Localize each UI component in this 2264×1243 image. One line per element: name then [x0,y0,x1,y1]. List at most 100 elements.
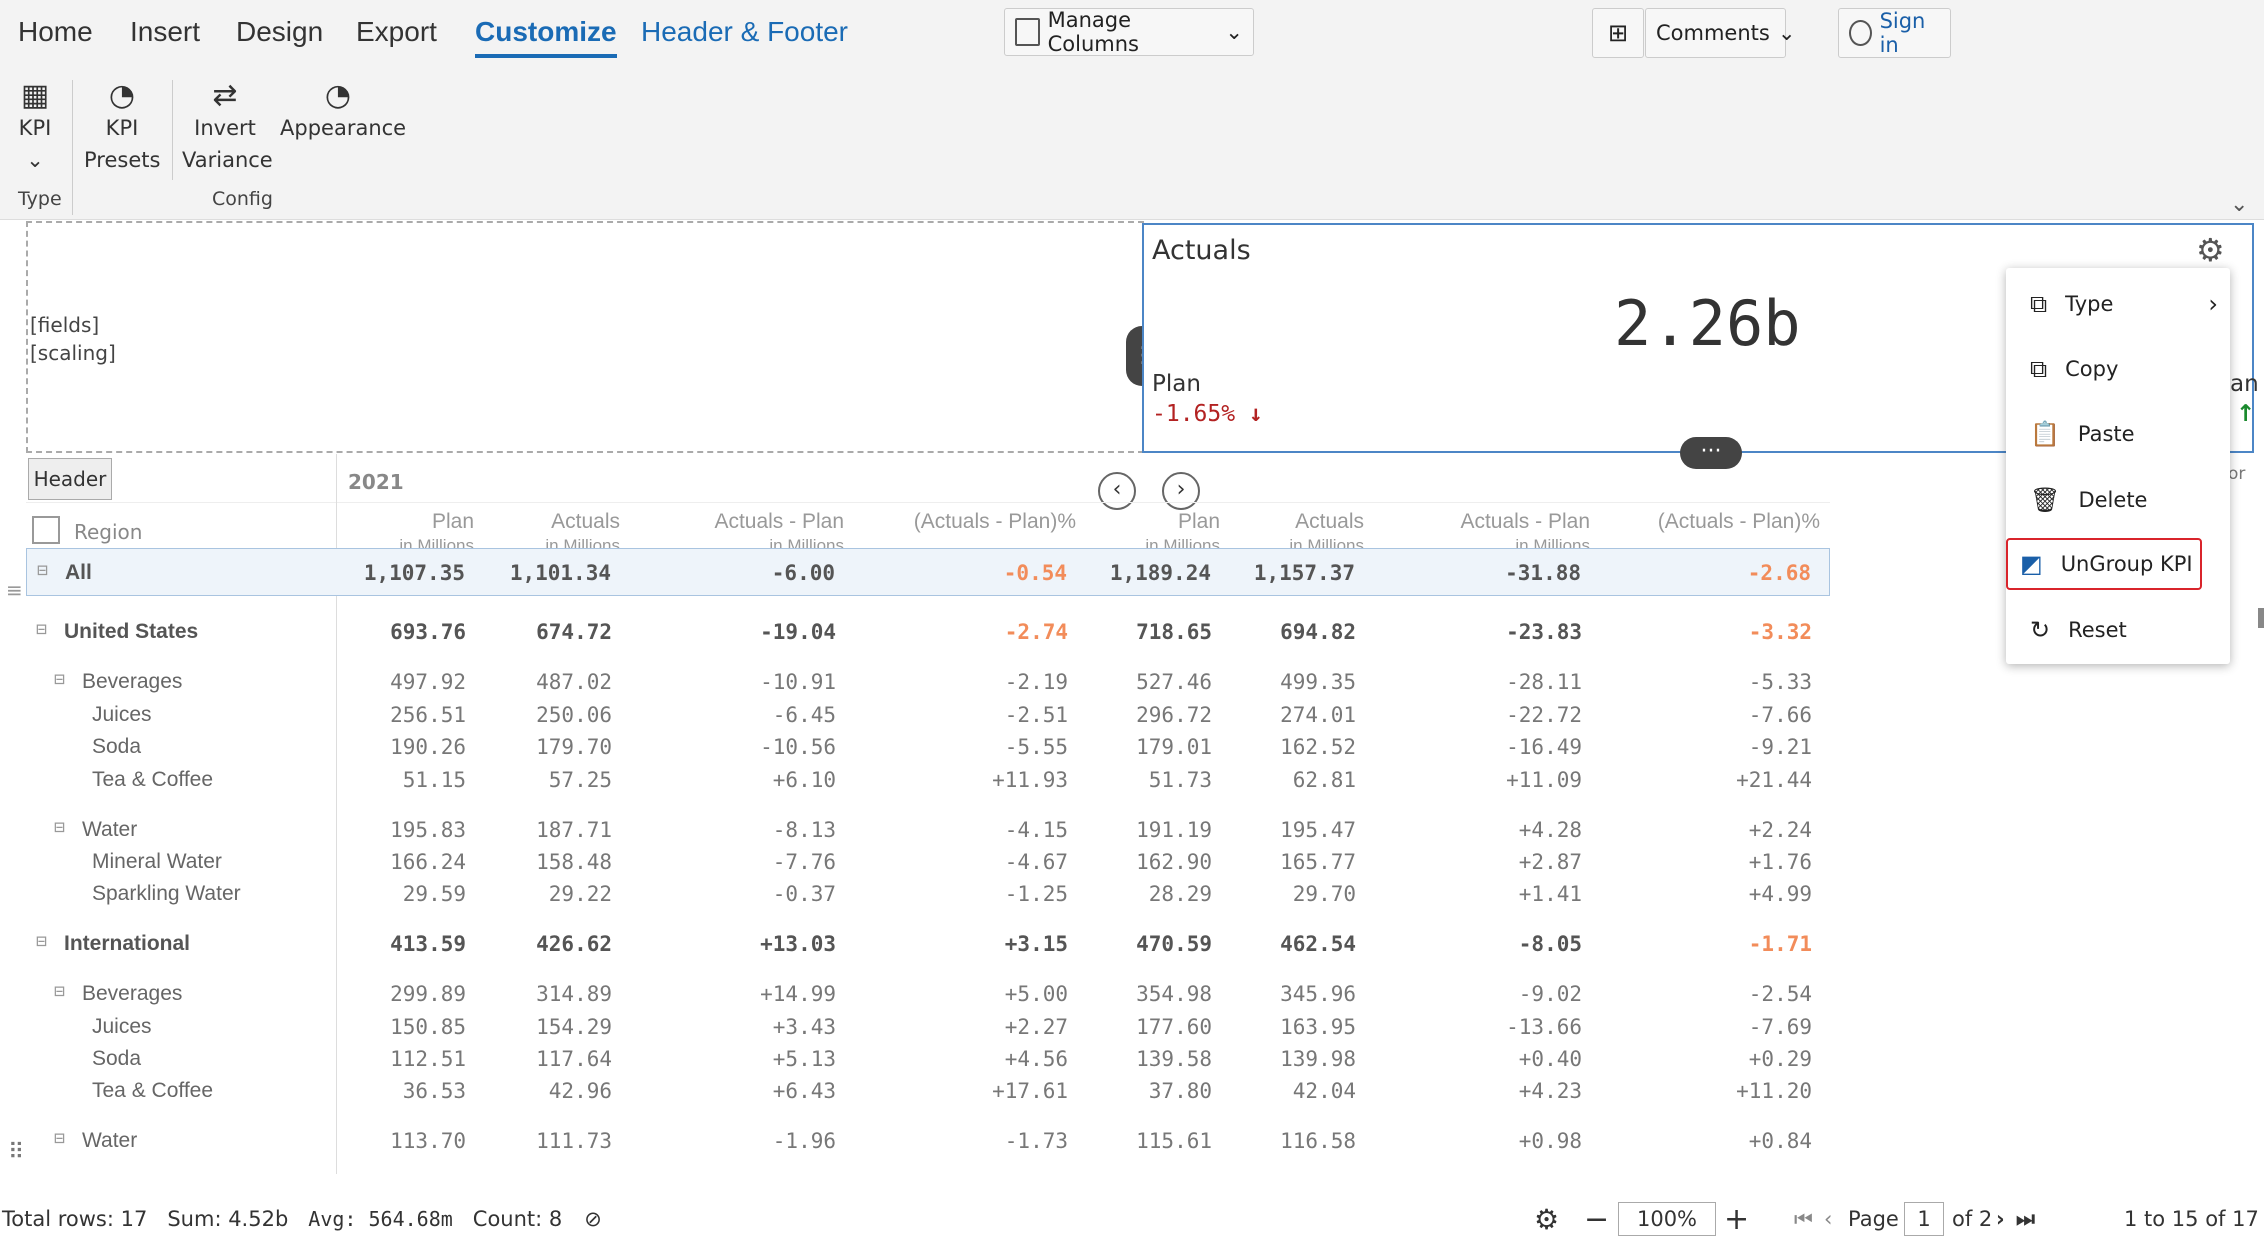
table-cell[interactable]: 154.29 [536,1015,612,1039]
appearance-button[interactable]: ◔ Appearance [280,80,406,144]
table-cell[interactable]: 139.98 [1280,1047,1356,1071]
gear-icon[interactable]: ⚙ [2196,231,2225,269]
checkbox-icon[interactable] [32,516,60,544]
scroll-marker[interactable] [2258,608,2264,628]
table-cell[interactable]: -7.76 [772,850,836,874]
table-cell[interactable]: 42.96 [548,1079,612,1103]
tab-header-footer[interactable]: Header & Footer [641,16,848,47]
table-cell[interactable]: +6.10 [772,768,836,792]
page-input[interactable]: 1 [1904,1202,1944,1236]
table-cell[interactable]: 1,101.34 [509,561,611,585]
table-row[interactable]: ⊟ All 1,107.35 1,101.34 -6.00 -0.54 1,189.24 1,… [26,548,1830,596]
collapse-toggle-icon[interactable]: ⊟ [36,931,47,952]
table-cell[interactable]: +4.23 [1518,1079,1582,1103]
table-row[interactable]: Juices 256.51 250.06 -6.45 -2.51 296.72 274.01… [26,699,1830,731]
kpi-presets-button[interactable]: ◔ KPI Presets [84,80,160,176]
table-cell[interactable]: 190.26 [390,735,466,759]
menu-item-paste[interactable]: 📋 Paste [2018,408,2218,460]
table-cell[interactable]: -22.72 [1506,703,1582,727]
table-cell[interactable]: 179.01 [1136,735,1212,759]
eye-off-icon[interactable]: ⊘ [584,1207,602,1231]
table-row[interactable]: Soda 112.51 117.64 +5.13 +4.56 139.58 139.98 +0… [26,1043,1830,1075]
table-cell[interactable]: 527.46 [1136,670,1212,694]
table-cell[interactable]: +0.98 [1518,1129,1582,1153]
table-cell[interactable]: +0.40 [1518,1047,1582,1071]
table-cell[interactable]: -19.04 [760,620,836,644]
table-cell[interactable]: 694.82 [1280,620,1356,644]
table-cell[interactable]: -6.00 [771,561,835,585]
table-cell[interactable]: -10.56 [760,735,836,759]
table-cell[interactable]: 166.24 [390,850,466,874]
table-cell[interactable]: -9.21 [1748,735,1812,759]
table-cell[interactable]: -1.25 [1004,882,1068,906]
table-cell[interactable]: -8.13 [772,818,836,842]
table-cell[interactable]: +0.84 [1748,1129,1812,1153]
table-row[interactable]: Soda 190.26 179.70 -10.56 -5.55 179.01 162.52 -… [26,731,1830,763]
table-cell[interactable]: +4.28 [1518,818,1582,842]
collapse-toggle-icon[interactable]: ⊟ [54,981,65,1002]
table-cell[interactable]: 36.53 [402,1079,466,1103]
sign-in-button[interactable]: Sign in [1838,8,1951,58]
table-cell[interactable]: +3.43 [772,1015,836,1039]
table-cell[interactable]: 116.58 [1280,1129,1356,1153]
table-cell[interactable]: 62.81 [1292,768,1356,792]
next-page-icon[interactable]: › [1996,1207,2005,1231]
table-cell[interactable]: 497.92 [390,670,466,694]
zoom-input[interactable]: 100% [1618,1202,1716,1236]
table-cell[interactable]: +13.03 [760,932,836,956]
table-cell[interactable]: 37.80 [1148,1079,1212,1103]
table-row[interactable]: Juices 150.85 154.29 +3.43 +2.27 177.60 163.95… [26,1011,1830,1043]
table-cell[interactable]: -28.11 [1506,670,1582,694]
header-button[interactable]: Header [28,458,112,500]
table-cell[interactable]: 274.01 [1280,703,1356,727]
column-header[interactable]: (Actuals - Plan)% [914,510,1076,534]
table-cell[interactable]: -2.19 [1004,670,1068,694]
table-cell[interactable]: 499.35 [1280,670,1356,694]
prev-column-icon[interactable]: ‹ [1098,472,1136,510]
table-row[interactable]: ⊟ Water 195.83 187.71 -8.13 -4.15 191.19 195.47… [26,814,1830,846]
table-cell[interactable]: +5.13 [772,1047,836,1071]
table-cell[interactable]: -3.32 [1748,620,1812,644]
table-cell[interactable]: -0.54 [1003,561,1067,585]
table-cell[interactable]: 29.59 [402,882,466,906]
zoom-in-button[interactable]: + [1724,1201,1750,1237]
comments-button[interactable]: Comments ⌄ [1645,8,1795,58]
table-cell[interactable]: 1,157.37 [1253,561,1355,585]
table-cell[interactable]: 345.96 [1280,982,1356,1006]
collapse-toggle-icon[interactable]: ⊟ [36,619,47,640]
table-cell[interactable]: +0.29 [1748,1047,1812,1071]
table-cell[interactable]: +11.20 [1736,1079,1812,1103]
table-cell[interactable]: +1.76 [1748,850,1812,874]
table-cell[interactable]: -7.69 [1748,1015,1812,1039]
table-cell[interactable]: 163.95 [1280,1015,1356,1039]
table-cell[interactable]: 150.85 [390,1015,466,1039]
table-cell[interactable]: -10.91 [760,670,836,694]
table-cell[interactable]: +1.41 [1518,882,1582,906]
table-cell[interactable]: 117.64 [536,1047,612,1071]
table-cell[interactable]: 191.19 [1136,818,1212,842]
invert-variance-button[interactable]: ⇄ Invert Variance [182,80,273,176]
table-cell[interactable]: 470.59 [1136,932,1212,956]
table-cell[interactable]: +21.44 [1736,768,1812,792]
table-cell[interactable]: +6.43 [772,1079,836,1103]
table-cell[interactable]: 256.51 [390,703,466,727]
table-cell[interactable]: -9.02 [1518,982,1582,1006]
table-cell[interactable]: -5.55 [1004,735,1068,759]
table-cell[interactable]: -16.49 [1506,735,1582,759]
table-cell[interactable]: -4.67 [1004,850,1068,874]
kpi-type-button[interactable]: ▦ KPI ⌄ [10,80,60,176]
collapse-toggle-icon[interactable]: ⊟ [54,669,65,690]
table-row[interactable]: Sparkling Water 29.59 29.22 -0.37 -1.25 28.29… [26,878,1830,910]
table-cell[interactable]: -23.83 [1506,620,1582,644]
tab-insert[interactable]: Insert [130,16,201,47]
table-cell[interactable]: 195.47 [1280,818,1356,842]
table-cell[interactable]: 674.72 [536,620,612,644]
table-cell[interactable]: 1,189.24 [1109,561,1211,585]
table-row[interactable]: ⊟ Beverages 299.89 314.89 +14.99 +5.00 354.98 3… [26,978,1830,1010]
table-cell[interactable]: -4.15 [1004,818,1068,842]
table-cell[interactable]: 179.70 [536,735,612,759]
column-header[interactable]: (Actuals - Plan)% [1658,510,1820,534]
table-cell[interactable]: -8.05 [1518,932,1582,956]
menu-item-ungroup-kpi[interactable]: ◩ UnGroup KPI [2006,538,2202,590]
first-page-icon[interactable]: ⏮ [1794,1206,1813,1231]
